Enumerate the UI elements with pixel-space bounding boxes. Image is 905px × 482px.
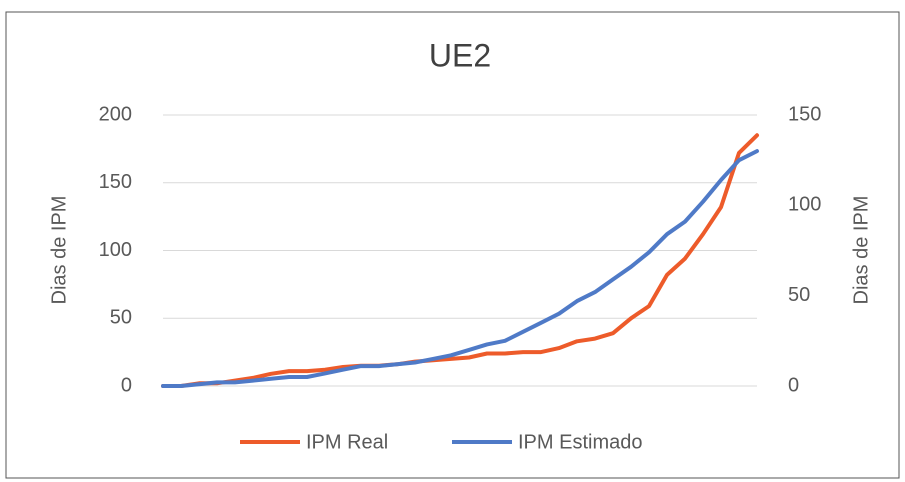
y2-tick-label: 150 bbox=[788, 103, 821, 125]
series-line bbox=[161, 149, 759, 388]
y-tick-label: 200 bbox=[99, 103, 132, 125]
legend-label: IPM Estimado bbox=[518, 431, 642, 453]
chart-title: UE2 bbox=[429, 37, 491, 73]
y-tick-label: 150 bbox=[99, 171, 132, 193]
y-tick-label: 100 bbox=[99, 239, 132, 261]
y-axis-title: Dias de IPM bbox=[48, 196, 70, 305]
y2-axis-title: Dias de IPM bbox=[850, 196, 872, 305]
y2-tick-label: 50 bbox=[788, 284, 810, 306]
y2-tick-label: 100 bbox=[788, 194, 821, 216]
y-tick-label: 0 bbox=[121, 374, 132, 396]
y2-tick-label: 0 bbox=[788, 374, 799, 396]
y-tick-label: 50 bbox=[110, 307, 132, 329]
frame bbox=[5, 11, 900, 479]
legend-label: IPM Real bbox=[306, 431, 388, 453]
series-line bbox=[161, 133, 759, 388]
